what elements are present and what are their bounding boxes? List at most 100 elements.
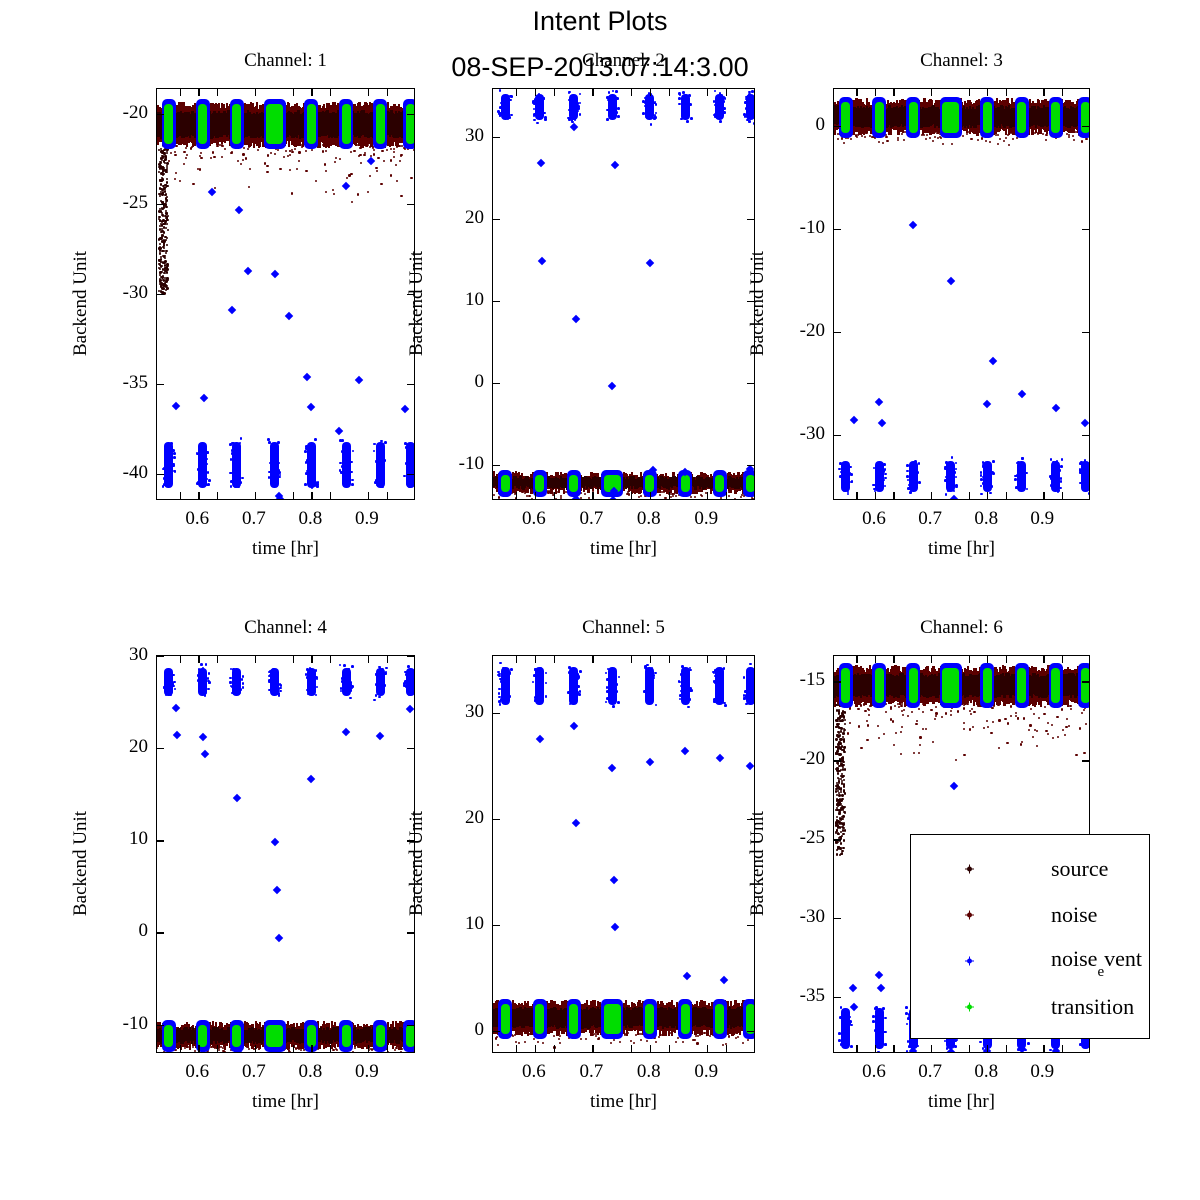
data-point-outlier [877,418,886,427]
x-tick-minor [668,89,670,96]
x-tick [649,492,652,499]
y-tick-label: -25 [122,192,148,214]
data-point-outlier [908,220,918,230]
x-tick-label: 0.6 [522,1061,546,1082]
data-layer [157,656,414,1052]
y-tick [834,997,841,999]
y-tick [157,294,164,296]
data-layer [493,656,754,1052]
y-tick-label: 30 [465,124,484,146]
y-tick [1082,681,1089,683]
x-tick [592,89,594,96]
x-tick-minor [726,492,728,499]
data-point-outlier [400,404,409,414]
y-axis-label: Backend Unit [747,810,768,916]
y-tick-label: 30 [465,701,484,723]
data-point-outlier [307,403,316,412]
y-tick [157,114,164,116]
x-tick-minor [1005,89,1007,96]
y-tick [407,294,414,296]
plot-area-channel-4[interactable] [156,655,415,1053]
x-tick-minor [216,492,219,499]
y-tick [747,1030,754,1032]
data-point-outlier [227,306,237,315]
legend-label: noise [1051,902,1098,927]
data-layer [834,89,1089,499]
data-point-outlier [273,885,282,895]
data-point-outlier [232,793,241,803]
x-tick [367,492,370,499]
y-tick-label: 0 [815,114,826,136]
data-point-outlier [875,397,884,407]
data-point-outlier [376,731,385,741]
data-point-outlier [720,975,729,985]
y-tick-label: -30 [122,282,148,304]
data-point-outlier [569,122,579,131]
plot-area-channel-5[interactable] [492,655,755,1053]
x-tick [874,492,877,499]
x-tick-minor [553,656,556,663]
x-tick [198,89,200,96]
x-tick-label: 0.6 [185,1061,210,1082]
x-tick [874,656,877,663]
x-tick-label: 0.9 [1030,508,1055,529]
plot-area-channel-2[interactable] [492,88,755,500]
x-tick-minor [1061,656,1064,663]
x-tick-label: 0.6 [862,1061,886,1082]
y-tick [407,204,414,206]
y-tick-label: -10 [799,217,825,239]
legend-item-source[interactable]: source [911,847,1149,891]
y-tick-label: 20 [465,807,484,828]
data-point-outlier [572,314,581,324]
x-tick-minor [330,1045,332,1052]
subplot-title-channel-3: Channel: 3 [920,50,1003,71]
legend-label-subscript: e [1097,964,1105,981]
plot-area-channel-3[interactable] [833,88,1090,500]
data-point-outlier [307,775,316,784]
x-tick [367,656,370,663]
x-tick [874,1045,877,1052]
data-point-outlier [608,381,617,391]
x-tick-minor [1005,492,1007,499]
data-point-outlier [535,734,544,743]
y-tick [493,300,500,303]
y-tick [834,435,841,437]
data-point-outlier [200,749,210,758]
y-tick [157,474,164,476]
x-tick-label: 0.8 [974,508,999,529]
y-tick [834,839,841,841]
y-tick [747,924,754,927]
x-tick-minor [668,492,670,499]
data-point-outlier [302,372,312,382]
y-tick [157,748,164,750]
legend-label: noiseevent [1051,945,1143,981]
legend-item-transition[interactable]: transition [911,985,1149,1029]
legend-item-noise[interactable]: noise [911,893,1149,937]
legend-label: source [1051,856,1109,881]
x-tick-label: 0.9 [694,508,719,529]
x-axis-label: time [hr] [251,538,320,559]
x-tick [707,492,709,499]
y-tick [157,384,164,386]
y-tick [747,218,754,220]
data-point-outlier [681,747,690,756]
y-tick [157,656,164,658]
data-point-outlier [342,727,351,736]
y-tick [1082,229,1089,231]
y-axis-label: Backend Unit [406,250,427,356]
x-tick-minor [292,492,295,499]
legend-item-noise-event[interactable]: noiseevent [911,939,1149,983]
x-tick-minor [856,656,858,663]
y-tick [1082,332,1089,334]
y-tick [493,218,500,220]
plot-area-channel-1[interactable] [156,88,415,500]
x-tick-minor [630,89,633,96]
y-tick [493,382,500,385]
x-tick-label: 0.7 [918,508,942,529]
data-point-outlier [682,971,692,980]
data-point-outlier [611,922,620,932]
x-tick-minor [630,1045,633,1052]
y-tick [493,136,500,138]
y-tick [747,136,754,138]
x-tick [254,656,257,663]
